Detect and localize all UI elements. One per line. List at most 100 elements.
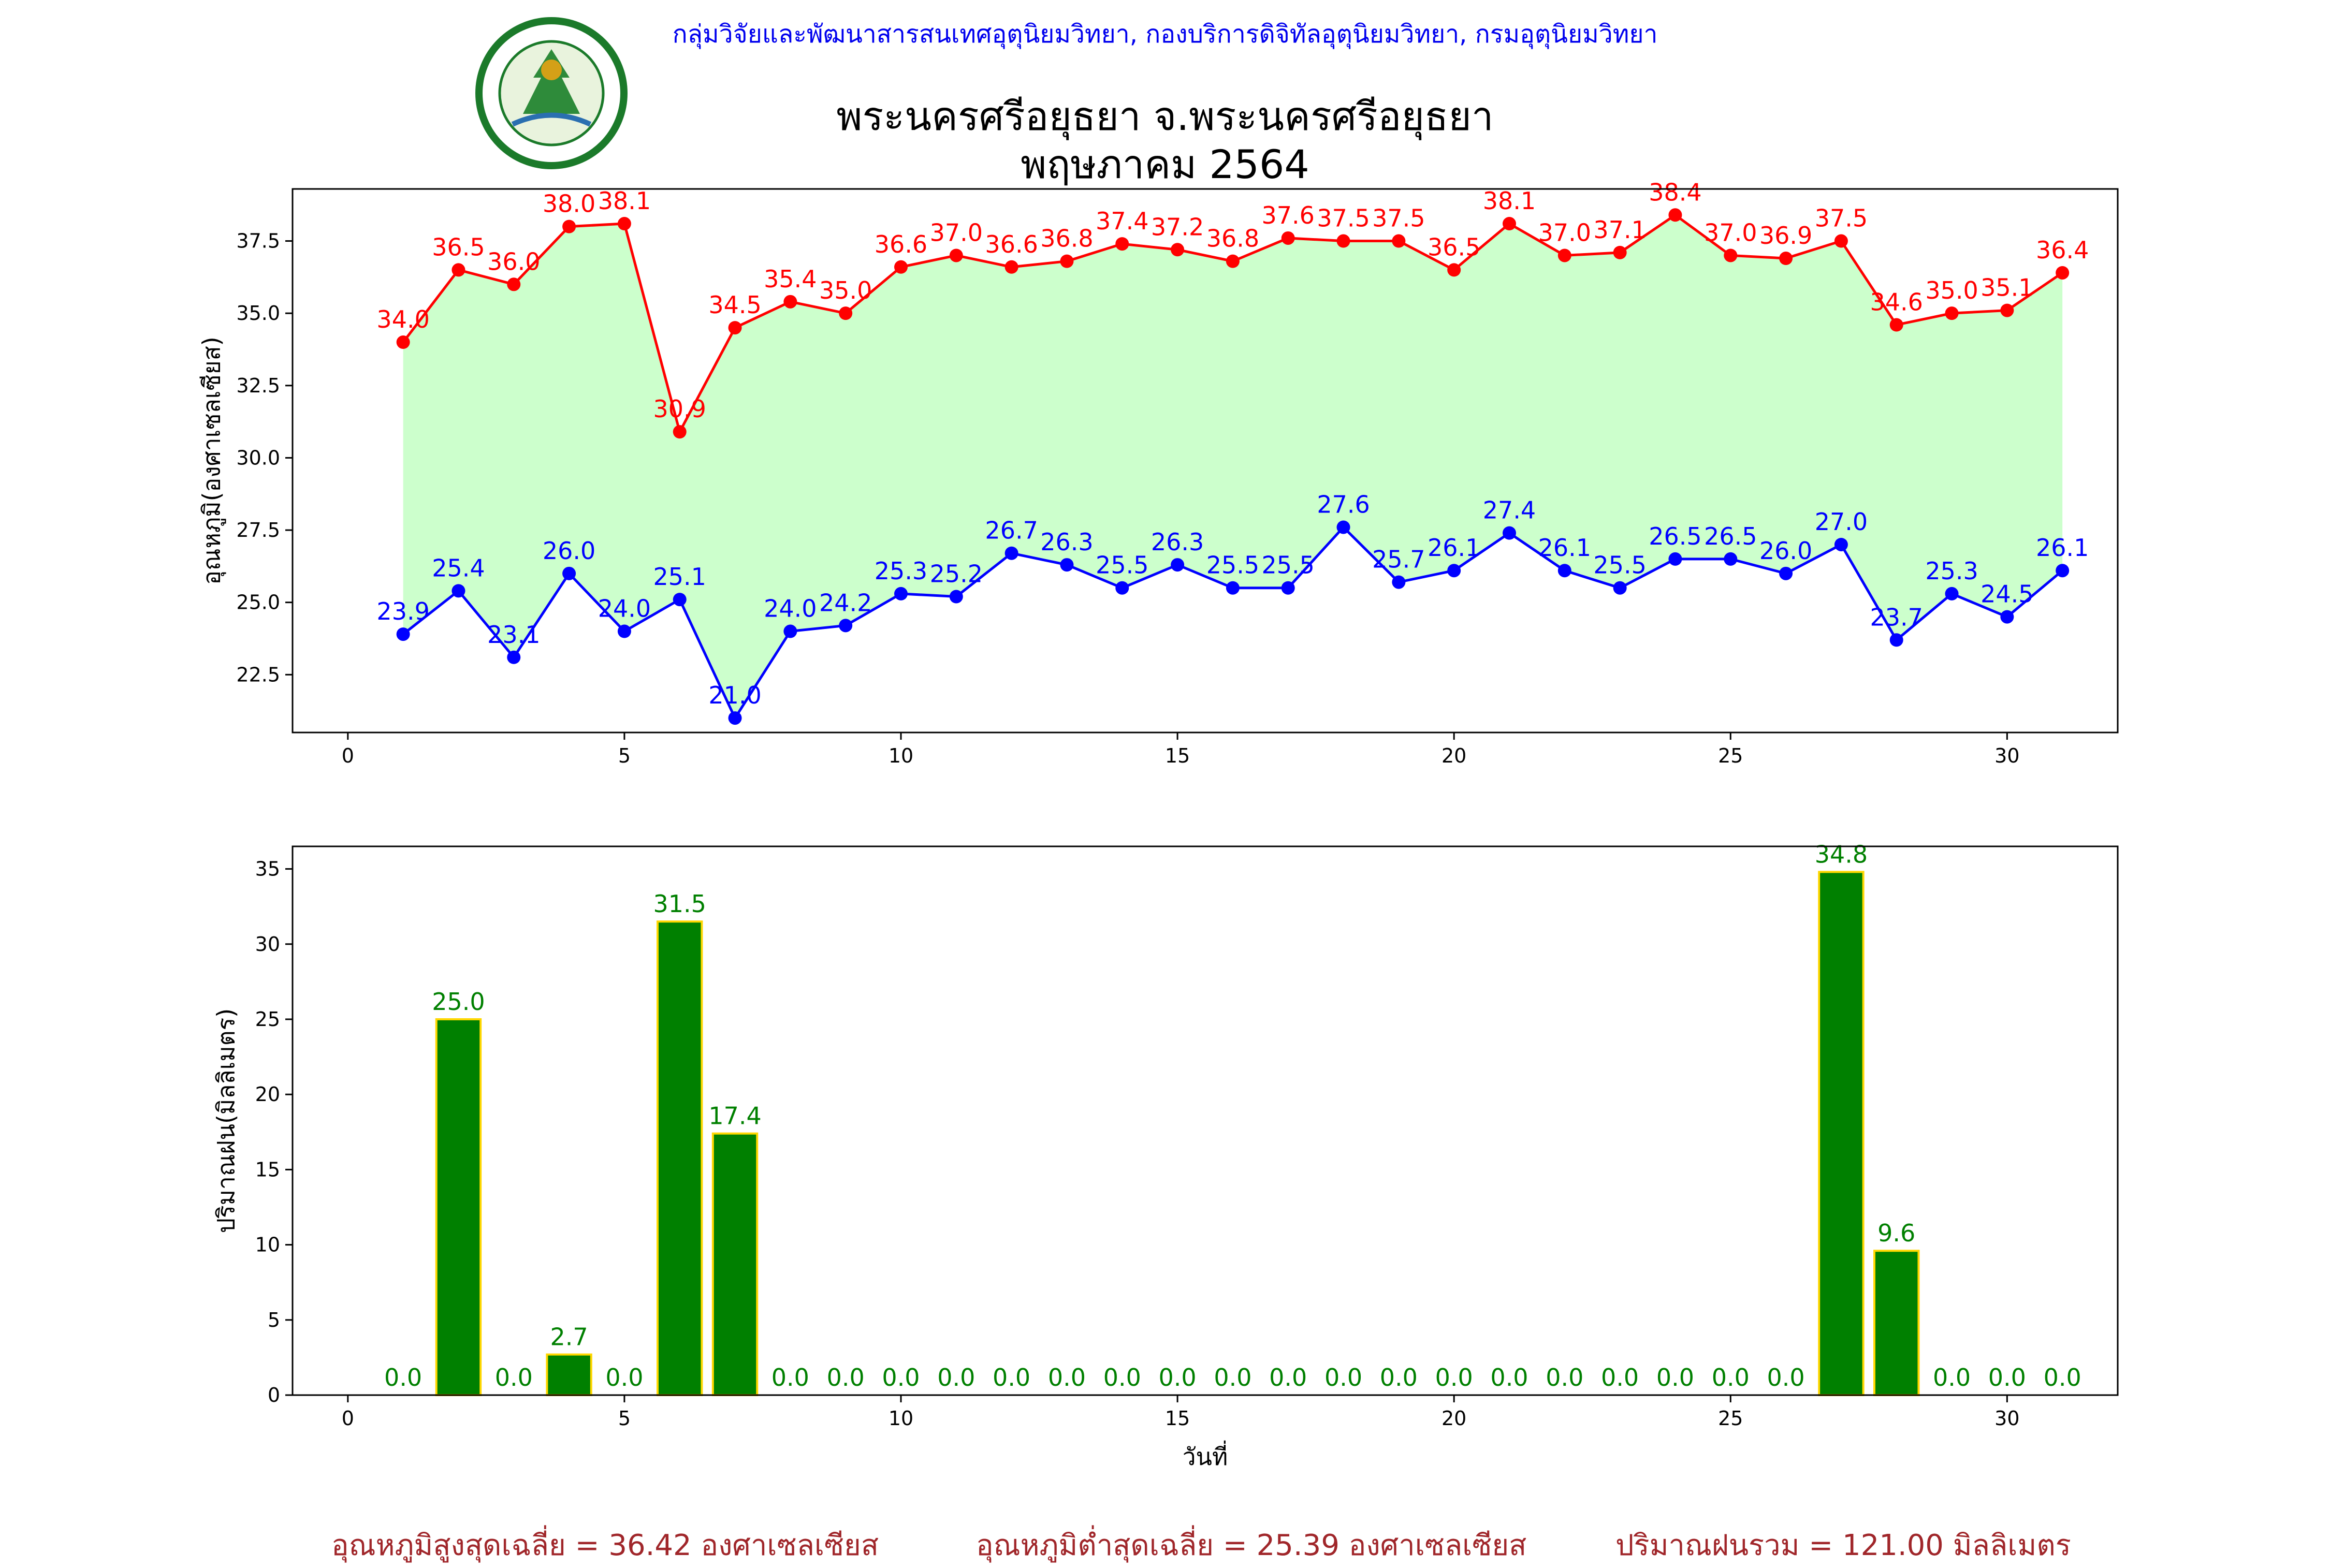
min-temperature-point [1336,520,1350,534]
rainfall-bar [546,1353,592,1397]
temperature-y-tick-label: 30.0 [236,446,280,469]
rainfall-x-tick-label: 20 [1441,1407,1466,1430]
temperature-y-tick-label: 22.5 [236,663,280,686]
max-temperature-label: 37.2 [1151,213,1204,241]
rainfall-value-label: 0.0 [1712,1364,1750,1391]
rainfall-y-tick-label: 5 [268,1309,280,1331]
max-temperature-point [1336,234,1350,248]
temperature-range-fill [403,215,2063,719]
temperature-x-tick-label: 0 [342,744,354,767]
min-temperature-label: 26.0 [543,537,595,565]
rainfall-value-label: 0.0 [1380,1364,1418,1391]
min-temperature-point [1060,558,1074,572]
max-temperature-label: 36.6 [875,230,927,258]
max-temperature-label: 30.9 [653,395,706,423]
max-temperature-point [2000,303,2014,317]
max-temperature-label: 36.5 [432,233,485,261]
rainfall-chart: 0.0 25.0 0.0 2.7 0.0 31.5 17.4 0.0 0.0 0.0 0.0 0.0 0… [212,840,2119,1471]
max-temperature-point [1447,263,1461,277]
min-temperature-point [396,627,410,641]
max-temperature-point [1060,254,1074,268]
max-temperature-point [949,248,963,262]
rainfall-y-tick-label: 35 [255,858,280,881]
max-temperature-label: 36.0 [487,247,540,275]
max-temperature-label: 38.4 [1649,178,1701,206]
rainfall-plot-frame [292,845,2119,1396]
max-temperature-label: 36.5 [1428,233,1480,261]
min-temperature-label: 26.3 [1040,528,1093,556]
min-temperature-label: 25.3 [875,557,927,585]
rainfall-bar [657,920,703,1396]
rainfall-value-label: 0.0 [1767,1364,1805,1391]
max-temperature-point [728,321,742,335]
max-temperature-point [1557,248,1571,262]
min-temperature-point [1392,575,1406,589]
rainfall-y-tick-label: 30 [255,933,280,956]
max-temperature-label: 35.4 [764,265,817,293]
min-temperature-point [1945,587,1959,600]
average-min-temperature: อุณหภูมิต่ำสุดเฉลี่ย = 25.39 องศาเซลเซีย… [976,1529,1527,1562]
min-temperature-label: 25.5 [1262,551,1315,579]
min-temperature-label: 24.2 [819,589,872,617]
min-temperature-point [1503,526,1516,540]
max-temperature-label: 37.1 [1593,216,1646,244]
max-temperature-point [1889,318,1903,332]
max-temperature-point [1613,245,1627,259]
temperature-x-tick-label: 10 [889,744,913,767]
rainfall-value-label: 25.0 [432,988,485,1016]
rainfall-value-label: 0.0 [1269,1364,1307,1391]
rainfall-value-label: 0.0 [882,1364,920,1391]
day-axis-label: วันที่ [1183,1440,1228,1471]
min-temperature-point [1447,564,1461,578]
rainfall-value-label: 0.0 [827,1364,865,1391]
min-temperature-point [1281,581,1295,595]
min-temperature-point [1779,566,1793,580]
rainfall-value-label: 0.0 [937,1364,975,1391]
max-temperature-point [1281,231,1295,245]
rainfall-value-label: 0.0 [1048,1364,1086,1391]
temperature-x-tick-label: 30 [1994,744,2019,767]
rainfall-bar [1873,1250,1920,1397]
min-temperature-point [1226,581,1240,595]
rainfall-x-tick-label: 25 [1718,1407,1743,1430]
min-temperature-label: 25.5 [1593,551,1646,579]
max-temperature-label: 37.4 [1096,207,1148,235]
rainfall-value-label: 0.0 [993,1364,1030,1391]
min-temperature-label: 25.1 [653,563,706,591]
temperature-chart: 34.0 23.9 36.5 25.4 36.0 23.1 38.0 26.0 38.1 24.0… [198,178,2119,767]
min-temperature-label: 26.1 [2036,534,2089,562]
min-temperature-label: 25.7 [1372,546,1425,574]
max-temperature-label: 38.1 [1483,187,1536,215]
max-temperature-label: 37.5 [1317,204,1370,232]
min-temperature-point [1171,558,1185,572]
rainfall-value-label: 0.0 [1159,1364,1197,1391]
rainfall-value-label: 34.8 [1815,840,1868,868]
temperature-y-tick-label: 32.5 [236,374,280,397]
min-temperature-point [1004,546,1018,560]
max-temperature-label: 37.0 [930,218,983,246]
temperature-x-tick-label: 20 [1441,744,1466,767]
average-max-temperature: อุณหภูมิสูงสุดเฉลี่ย = 36.42 องศาเซลเซีย… [331,1529,879,1562]
max-temperature-label: 37.0 [1538,218,1591,246]
min-temperature-point [1834,537,1848,551]
max-temperature-point [783,295,797,309]
min-temperature-point [728,711,742,725]
meteorological-department-logo [475,17,628,169]
rainfall-value-label: 0.0 [2044,1364,2081,1391]
min-temperature-label: 26.0 [1759,537,1812,565]
max-temperature-label: 34.5 [708,291,761,319]
max-temperature-point [1503,217,1516,231]
min-temperature-point [452,584,465,598]
rainfall-bar [1818,871,1865,1396]
min-temperature-label: 25.3 [1925,557,1978,585]
min-temperature-point [507,650,521,664]
min-temperature-label: 25.5 [1206,551,1259,579]
max-temperature-label: 37.0 [1704,218,1757,246]
rainfall-value-label: 0.0 [1601,1364,1639,1391]
max-temperature-point [1668,208,1682,222]
temperature-y-tick-label: 37.5 [236,230,280,253]
rainfall-y-tick-label: 20 [255,1083,280,1106]
min-temperature-label: 23.7 [1870,603,1923,631]
min-temperature-label: 26.3 [1151,528,1204,556]
min-temperature-point [1889,633,1903,647]
